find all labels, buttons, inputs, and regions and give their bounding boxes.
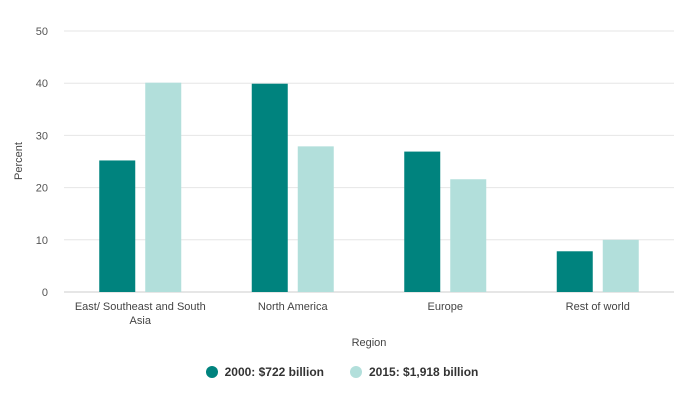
bar-2000-3[interactable] <box>556 251 593 292</box>
x-category-label: North America <box>258 301 329 313</box>
bar-2015-3[interactable] <box>602 239 639 292</box>
legend: 2000: $722 billion 2015: $1,918 billion <box>0 365 684 379</box>
x-category-label: Rest of world <box>566 301 630 313</box>
y-tick-label: 20 <box>36 183 48 195</box>
x-axis-categories: East/ Southeast and South Asia North Ameri… <box>75 301 630 327</box>
bar-2015-0[interactable] <box>145 82 182 292</box>
bar-2015-1[interactable] <box>297 146 334 292</box>
bars <box>99 82 639 292</box>
y-tick-label: 40 <box>36 78 48 90</box>
y-tick-label: 0 <box>42 287 48 299</box>
y-tick-label: 30 <box>36 130 48 142</box>
legend-item-2000[interactable]: 2000: $722 billion <box>205 365 324 379</box>
legend-label-2000: 2000: $722 billion <box>224 365 324 379</box>
y-axis-ticks: 0 10 20 30 40 50 <box>36 26 48 299</box>
y-axis-title: Percent <box>13 142 25 180</box>
legend-item-2015[interactable]: 2015: $1,918 billion <box>350 365 478 379</box>
x-category-label: East/ Southeast and South Asia <box>75 301 206 327</box>
y-tick-label: 50 <box>36 26 48 38</box>
legend-swatch-2000 <box>205 366 218 378</box>
bar-2015-2[interactable] <box>450 179 487 292</box>
bar-2000-2[interactable] <box>404 151 441 292</box>
legend-label-2015: 2015: $1,918 billion <box>369 365 479 379</box>
y-tick-label: 10 <box>36 235 48 247</box>
bar-2000-1[interactable] <box>251 83 288 292</box>
legend-swatch-2015 <box>350 366 362 378</box>
x-axis-title: Region <box>352 337 387 349</box>
x-category-label: Europe <box>428 301 463 313</box>
bar-2000-0[interactable] <box>99 160 136 292</box>
